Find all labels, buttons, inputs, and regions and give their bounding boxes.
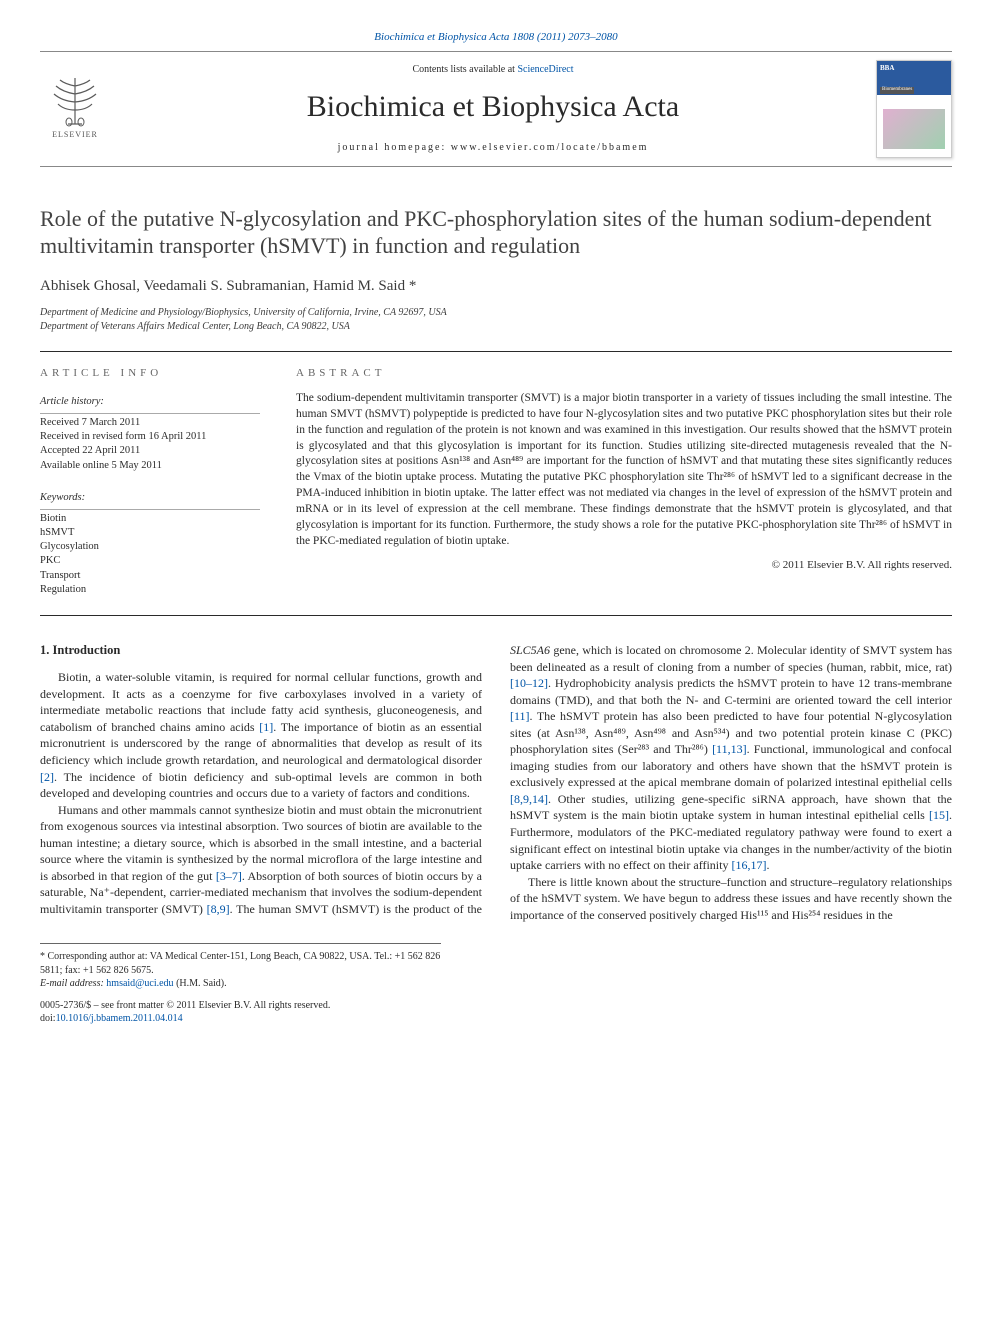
corresponding-mark: * (409, 278, 417, 294)
author-list: Abhisek Ghosal, Veedamali S. Subramanian… (40, 276, 952, 296)
author-names: Abhisek Ghosal, Veedamali S. Subramanian… (40, 278, 409, 294)
abstract-copyright: © 2011 Elsevier B.V. All rights reserved… (296, 558, 952, 573)
contents-line: Contents lists available at ScienceDirec… (124, 63, 862, 77)
history-accepted: Accepted 22 April 2011 (40, 444, 260, 458)
p3a: There is little known about the structur… (510, 875, 952, 922)
p2c: . The human SMVT (hSMVT) is the product … (230, 902, 482, 916)
p2d: gene, which is located on chromosome 2. … (510, 643, 952, 674)
cover-sublabel: Biomembranes (880, 87, 914, 94)
ref-link[interactable]: [8,9,14] (510, 792, 548, 806)
affiliation-1: Department of Medicine and Physiology/Bi… (40, 306, 952, 320)
ref-link[interactable]: [10–12] (510, 676, 548, 690)
history-received: Received 7 March 2011 (40, 416, 260, 430)
ref-link[interactable]: [16,17] (731, 858, 766, 872)
header-center: Contents lists available at ScienceDirec… (124, 63, 862, 155)
email-link[interactable]: hmsaid@uci.edu (106, 978, 173, 989)
email-who: (H.M. Said). (174, 978, 227, 989)
article-info-column: ARTICLE INFO Article history: Received 7… (40, 366, 260, 597)
body-paragraph: Biotin, a water-soluble vitamin, is requ… (40, 669, 482, 801)
keyword-item: Glycosylation (40, 540, 260, 554)
corresponding-author-note: * Corresponding author at: VA Medical Ce… (40, 950, 441, 977)
homepage-url: www.elsevier.com/locate/bbamem (451, 142, 649, 153)
front-matter-block: 0005-2736/$ – see front matter © 2011 El… (40, 999, 441, 1026)
journal-homepage: journal homepage: www.elsevier.com/locat… (124, 141, 862, 155)
journal-citation: Biochimica et Biophysica Acta 1808 (2011… (40, 30, 952, 45)
ref-link[interactable]: [1] (259, 720, 273, 734)
keyword-item: Regulation (40, 583, 260, 597)
elsevier-wordmark: ELSEVIER (52, 130, 98, 141)
keyword-item: PKC (40, 554, 260, 568)
info-abstract-row: ARTICLE INFO Article history: Received 7… (40, 351, 952, 616)
p1c: . The incidence of biotin deficiency and… (40, 770, 482, 801)
ref-link[interactable]: [3–7] (216, 869, 242, 883)
keyword-item: Transport (40, 569, 260, 583)
corresponding-email-line: E-mail address: hmsaid@uci.edu (H.M. Sai… (40, 977, 441, 991)
article-title: Role of the putative N-glycosylation and… (40, 205, 952, 260)
ref-link[interactable]: [11] (510, 709, 530, 723)
contents-line-text: Contents lists available at (412, 64, 517, 75)
abstract-text: The sodium-dependent multivitamin transp… (296, 391, 952, 550)
article-history-head: Article history: (40, 395, 260, 414)
ref-link[interactable]: [2] (40, 770, 54, 784)
elsevier-logo: ELSEVIER (40, 70, 110, 148)
keyword-item: Biotin (40, 512, 260, 526)
journal-citation-link[interactable]: Biochimica et Biophysica Acta 1808 (2011… (374, 31, 617, 43)
body-paragraph: There is little known about the structur… (510, 874, 952, 924)
footnotes: * Corresponding author at: VA Medical Ce… (40, 943, 441, 991)
affiliation-2: Department of Veterans Affairs Medical C… (40, 320, 952, 334)
p2h: . Other studies, utilizing gene-specific… (510, 792, 952, 823)
ref-link[interactable]: [8,9] (207, 902, 230, 916)
doi-link[interactable]: 10.1016/j.bbamem.2011.04.014 (56, 1013, 183, 1024)
footer-row: 0005-2736/$ – see front matter © 2011 El… (40, 999, 952, 1026)
front-matter-text: 0005-2736/$ – see front matter © 2011 El… (40, 999, 441, 1013)
keyword-item: hSMVT (40, 526, 260, 540)
cover-bba-label: BBA (880, 64, 894, 73)
abstract-label: ABSTRACT (296, 366, 952, 381)
keywords-head: Keywords: (40, 491, 260, 510)
history-revised: Received in revised form 16 April 2011 (40, 430, 260, 444)
journal-cover-thumb: BBA Biomembranes (876, 60, 952, 158)
journal-name: Biochimica et Biophysica Acta (124, 87, 862, 128)
p2e: . Hydrophobicity analysis predicts the h… (510, 676, 952, 707)
journal-header-bar: ELSEVIER Contents lists available at Sci… (40, 51, 952, 167)
p2j: . (766, 858, 769, 872)
body-text-columns: 1. Introduction Biotin, a water-soluble … (40, 642, 952, 923)
keywords-block: Keywords: Biotin hSMVT Glycosylation PKC… (40, 487, 260, 597)
abstract-column: ABSTRACT The sodium-dependent multivitam… (296, 366, 952, 597)
doi-line: doi:10.1016/j.bbamem.2011.04.014 (40, 1012, 441, 1026)
sciencedirect-link[interactable]: ScienceDirect (517, 64, 573, 75)
ref-link[interactable]: [11,13] (712, 742, 747, 756)
affiliations: Department of Medicine and Physiology/Bi… (40, 306, 952, 333)
ref-link[interactable]: [15] (929, 808, 949, 822)
homepage-prefix: journal homepage: (338, 142, 451, 153)
history-online: Available online 5 May 2011 (40, 459, 260, 473)
elsevier-tree-icon (50, 76, 100, 128)
cover-image-placeholder (883, 109, 945, 149)
gene-name: SLC5A6 (510, 643, 550, 657)
article-info-label: ARTICLE INFO (40, 366, 260, 381)
section-heading-introduction: 1. Introduction (40, 642, 482, 659)
email-label: E-mail address: (40, 978, 106, 989)
